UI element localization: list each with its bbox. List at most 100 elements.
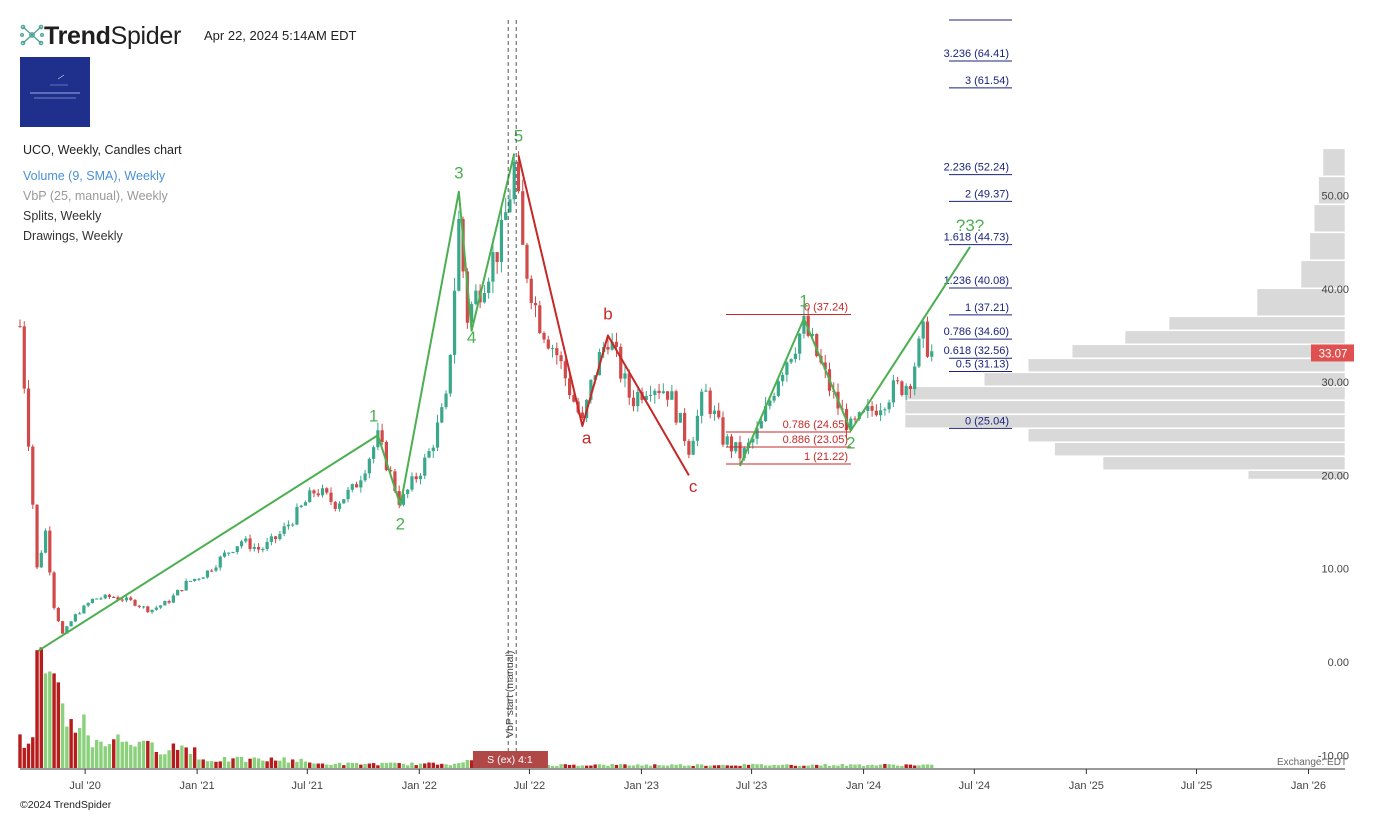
volume-bar bbox=[768, 765, 772, 768]
legend-main[interactable]: UCO, Weekly, Candles chart bbox=[23, 143, 182, 157]
volume-bar bbox=[141, 740, 146, 768]
candle-body bbox=[874, 410, 878, 416]
candle-body bbox=[559, 355, 563, 362]
candle-body bbox=[550, 348, 555, 350]
candle-body bbox=[95, 598, 99, 600]
y-tick-label: 20.00 bbox=[1321, 470, 1349, 482]
wave-label: 2 bbox=[396, 515, 405, 534]
y-tick-label: 0.00 bbox=[1328, 657, 1349, 669]
candle-body bbox=[171, 595, 175, 603]
volume-bar bbox=[704, 765, 708, 768]
volume-bar bbox=[350, 762, 355, 768]
volume-bar bbox=[619, 764, 623, 768]
candle-body bbox=[167, 601, 171, 603]
candle-body bbox=[674, 391, 678, 423]
volume-bar bbox=[286, 762, 291, 768]
volume-bar bbox=[265, 761, 269, 768]
volume-bar bbox=[810, 764, 815, 768]
candle-body bbox=[423, 457, 427, 476]
candle-body bbox=[470, 304, 474, 323]
volume-bar bbox=[180, 745, 184, 768]
volume-bar bbox=[912, 765, 917, 768]
wave-label: 1 bbox=[369, 406, 378, 425]
candle-body bbox=[465, 271, 469, 323]
candle-body bbox=[193, 578, 197, 581]
candle-body bbox=[533, 302, 538, 306]
volume-bar bbox=[802, 765, 806, 768]
volume-bar bbox=[129, 744, 133, 768]
candle-body bbox=[269, 536, 273, 542]
candle-body bbox=[410, 476, 414, 490]
volume-bar bbox=[725, 765, 729, 768]
volume-bar bbox=[248, 758, 252, 768]
volume-bar bbox=[35, 650, 39, 768]
fib-ret-label: 1 (21.22) bbox=[804, 451, 848, 463]
volume-profile-bar bbox=[1054, 442, 1346, 457]
wave-label: ?3? bbox=[956, 216, 984, 235]
wave-line-green bbox=[739, 246, 971, 467]
candle-body bbox=[316, 493, 320, 496]
legend-drawings[interactable]: Drawings, Weekly bbox=[23, 229, 123, 243]
wave-label: 5 bbox=[514, 126, 523, 145]
volume-bar bbox=[627, 765, 631, 768]
volume-bar bbox=[614, 764, 619, 768]
candle-body bbox=[823, 362, 827, 370]
volume-bar bbox=[325, 764, 329, 768]
volume-bar bbox=[559, 764, 563, 768]
volume-bar bbox=[836, 765, 840, 768]
volume-bar bbox=[857, 764, 862, 768]
volume-bar bbox=[780, 764, 785, 768]
volume-bar bbox=[584, 765, 589, 768]
candle-body bbox=[278, 533, 282, 540]
candle-body bbox=[188, 580, 193, 582]
candle-body bbox=[141, 606, 146, 608]
volume-bar bbox=[43, 673, 48, 768]
volume-bar bbox=[384, 762, 389, 768]
candle-body bbox=[627, 373, 631, 398]
candle-body bbox=[39, 552, 43, 568]
candle-body bbox=[768, 400, 772, 407]
x-tick-label: Jul '22 bbox=[514, 780, 545, 792]
candle-body bbox=[857, 412, 861, 419]
fib-ext-label: 2 (49.37) bbox=[965, 188, 1009, 200]
candle-body bbox=[448, 354, 452, 394]
legend-splits[interactable]: Splits, Weekly bbox=[23, 209, 102, 223]
volume-bar bbox=[878, 764, 883, 768]
volume-bar bbox=[819, 765, 823, 768]
candle-body bbox=[567, 378, 572, 396]
x-tick-label: Jan '25 bbox=[1069, 780, 1104, 792]
candle-body bbox=[879, 410, 883, 416]
volume-bar bbox=[18, 734, 22, 768]
volume-bar bbox=[606, 765, 610, 768]
candle-body bbox=[900, 381, 904, 396]
fib-ext-label: 3.236 (64.41) bbox=[944, 48, 1009, 60]
candle-body bbox=[120, 599, 124, 601]
volume-bar bbox=[797, 765, 802, 768]
candle-body bbox=[218, 556, 222, 568]
candle-body bbox=[99, 598, 103, 600]
candle-body bbox=[631, 397, 636, 407]
candle-body bbox=[636, 391, 640, 407]
candle-body bbox=[176, 589, 180, 596]
candle-body bbox=[661, 391, 665, 394]
volume-bar bbox=[150, 742, 154, 768]
volume-profile-bar bbox=[1071, 344, 1346, 359]
candle-body bbox=[286, 524, 291, 527]
volume-bar bbox=[555, 765, 559, 768]
volume-bar bbox=[393, 762, 397, 768]
candle-body bbox=[201, 577, 205, 579]
candle-body bbox=[43, 530, 48, 553]
volume-bar bbox=[342, 765, 346, 768]
legend-vbp[interactable]: VbP (25, manual), Weekly bbox=[23, 189, 168, 203]
fib-ret-label: 0.786 (24.65) bbox=[783, 419, 848, 431]
candle-body bbox=[572, 395, 576, 402]
volume-bar bbox=[171, 743, 176, 768]
candle-body bbox=[755, 428, 759, 439]
volume-bar bbox=[640, 765, 644, 768]
x-tick-label: Jul '25 bbox=[1181, 780, 1212, 792]
wave-label: 1 bbox=[799, 292, 808, 311]
legend-volume[interactable]: Volume (9, SMA), Weekly bbox=[23, 169, 166, 183]
candle-body bbox=[700, 391, 704, 416]
volume-bar bbox=[167, 750, 171, 768]
